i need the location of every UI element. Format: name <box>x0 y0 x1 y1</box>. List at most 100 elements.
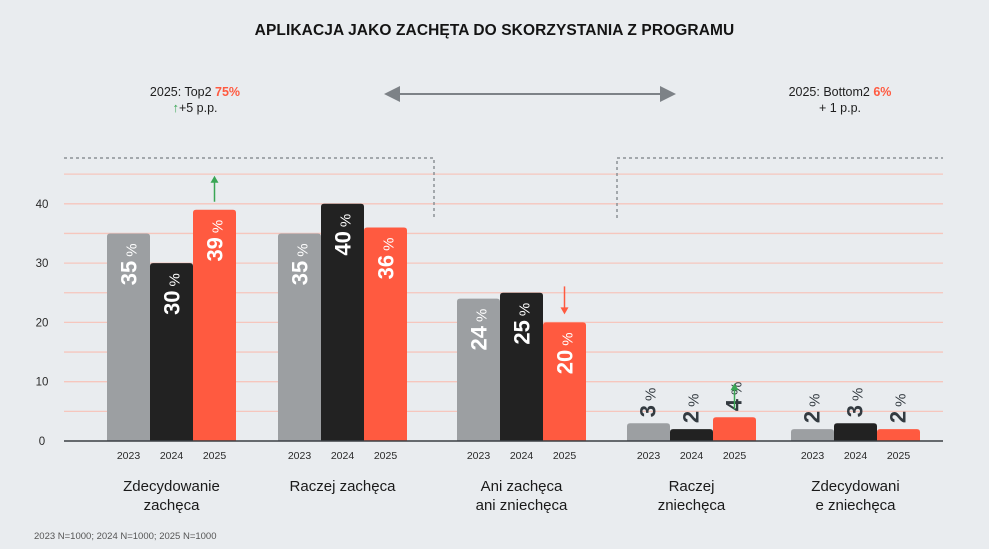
category-label-line: e zniechęca <box>815 497 896 514</box>
data-label: 30% <box>160 273 185 315</box>
x-axis-ticks: 2023 2024 2025 2023 2024 2025 2023 2024 2025 2023… <box>117 450 911 462</box>
data-label-value: 3 <box>636 405 661 417</box>
data-label-value: 35 <box>288 261 313 285</box>
category-label-line: Ani zachęca <box>480 478 563 495</box>
y-tick-label: 10 <box>36 377 49 389</box>
data-label-value: 2 <box>679 411 704 423</box>
group-brackets <box>64 157 943 218</box>
bars <box>107 203 920 441</box>
category-label-line: Zdecydowanie <box>123 478 220 495</box>
bar-2023 <box>457 298 500 441</box>
x-tick-label: 2023 <box>117 450 141 462</box>
y-tick-label: 0 <box>39 436 45 448</box>
category-label: Raczej zachęca <box>263 477 423 496</box>
x-tick-label: 2025 <box>553 450 577 462</box>
top2-annotation: 2025: Top2 75% ↑+5 p.p. <box>130 84 260 116</box>
x-tick-label: 2025 <box>374 450 398 462</box>
bar-2024 <box>670 429 713 441</box>
top2-value: 75% <box>215 85 241 99</box>
x-tick-label: 2024 <box>844 450 868 462</box>
data-label-suffix: % <box>643 388 660 401</box>
data-label-value: 2 <box>800 411 825 423</box>
data-label-suffix: % <box>893 394 910 407</box>
x-tick-label: 2023 <box>467 450 491 462</box>
y-tick-label: 30 <box>36 258 49 270</box>
x-tick-label: 2025 <box>887 450 911 462</box>
bar-2025 <box>193 209 236 441</box>
x-tick-label: 2024 <box>331 450 355 462</box>
data-label-value: 24 <box>467 325 492 350</box>
change-arrows <box>210 175 739 410</box>
data-label-suffix: % <box>167 273 184 286</box>
bar-2024 <box>500 292 543 441</box>
category-label-line: Raczej <box>668 478 715 495</box>
data-label-suffix: % <box>381 238 398 251</box>
bar-2025 <box>877 429 920 441</box>
category-label: Ani zachęca ani zniechęca <box>442 477 602 515</box>
category-label-line: Raczej zachęca <box>289 478 396 495</box>
data-label: 40% <box>331 214 356 256</box>
category-label: Zdecydowanie zachęca <box>92 477 252 515</box>
data-label-value: 20 <box>553 350 578 374</box>
bottom2-change: + 1 p.p. <box>818 101 862 115</box>
up-arrowhead-icon <box>730 383 739 391</box>
up-arrowhead-icon <box>210 175 219 183</box>
data-label: 24% <box>467 309 492 351</box>
data-label: 2% <box>886 394 911 424</box>
top2-bracket <box>64 157 435 218</box>
data-label-suffix: % <box>807 394 824 407</box>
data-label-suffix: % <box>560 332 577 345</box>
category-label-line: Zdecydowani <box>811 478 900 495</box>
x-tick-label: 2025 <box>723 450 747 462</box>
x-tick-label: 2025 <box>203 450 227 462</box>
bar-2024 <box>834 423 877 441</box>
x-tick-label: 2023 <box>637 450 661 462</box>
category-label-line: ani zniechęca <box>475 497 568 514</box>
category-label: Zdecydowani e zniechęca <box>776 477 936 515</box>
data-label: 35% <box>288 243 313 285</box>
data-label-suffix: % <box>686 394 703 407</box>
bar-2025 <box>713 417 756 441</box>
bottom2-bracket <box>616 157 943 218</box>
data-label: 36% <box>374 238 399 280</box>
data-label-value: 30 <box>160 290 185 314</box>
data-label: 35% <box>117 243 142 285</box>
x-tick-label: 2024 <box>160 450 184 462</box>
data-label-value: 40 <box>331 231 356 255</box>
data-label: 3% <box>843 388 868 418</box>
y-tick-label: 20 <box>36 317 49 329</box>
bottom2-annotation: 2025: Bottom2 6% + 1 p.p. <box>760 84 920 116</box>
x-tick-label: 2024 <box>510 450 534 462</box>
data-label: 39% <box>203 220 228 262</box>
data-label-value: 3 <box>843 405 868 417</box>
bar-2023 <box>107 233 150 441</box>
y-tick-label: 40 <box>36 199 49 211</box>
bottom2-value: 6% <box>873 85 892 99</box>
data-label-value: 35 <box>117 261 142 285</box>
data-label-suffix: % <box>295 243 312 256</box>
down-arrowhead-icon <box>560 307 569 315</box>
bar-2024 <box>321 203 364 441</box>
data-label: 25% <box>510 303 535 345</box>
bar-2023 <box>791 429 834 441</box>
chart-title: APLIKACJA JAKO ZACHĘTA DO SKORZYSTANIA Z… <box>254 22 735 39</box>
footnote: 2023 N=1000; 2024 N=1000; 2025 N=1000 <box>34 531 217 542</box>
top2-prefix: 2025: Top2 <box>149 85 216 99</box>
bar-2023 <box>278 233 321 441</box>
bar-2025 <box>543 322 586 441</box>
data-label-suffix: % <box>210 220 227 233</box>
data-labels: 35%30%39%35%40%36%24%25%20%3%2%4%2%3%2% <box>117 214 911 423</box>
data-label: 20% <box>553 332 578 374</box>
data-label: 2% <box>679 394 704 424</box>
data-label-suffix: % <box>124 243 141 256</box>
data-label: 3% <box>636 388 661 418</box>
data-label-value: 25 <box>510 320 535 344</box>
x-tick-label: 2024 <box>680 450 704 462</box>
x-tick-label: 2023 <box>801 450 825 462</box>
data-label-suffix: % <box>850 388 867 401</box>
data-label-suffix: % <box>517 303 534 316</box>
top2-change: +5 p.p. <box>178 101 218 115</box>
data-label: 2% <box>800 394 825 424</box>
category-label-line: zniechęca <box>657 497 726 514</box>
